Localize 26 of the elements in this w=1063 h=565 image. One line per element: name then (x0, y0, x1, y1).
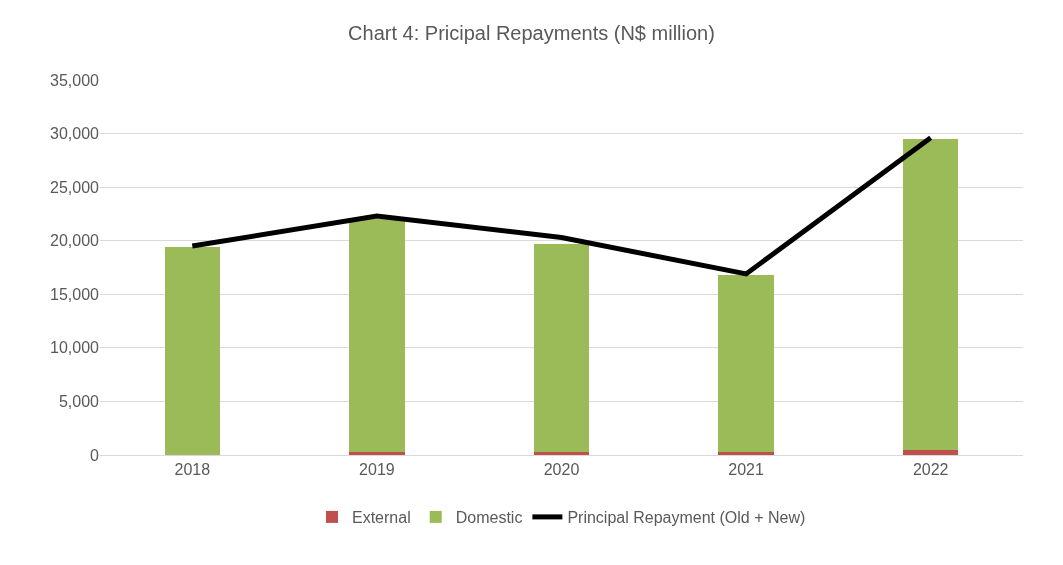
x-tick-label: 2020 (543, 461, 580, 479)
x-tick-label: 2021 (728, 461, 764, 479)
bar (349, 451, 405, 455)
bar (533, 243, 590, 452)
y-tick-label: 15,000 (50, 285, 100, 303)
bar (533, 451, 590, 455)
y-tick-label: 30,000 (50, 125, 100, 143)
x-tick-label: 2018 (174, 461, 211, 479)
y-tick-label: 35,000 (50, 71, 100, 89)
legend-label: Principal Repayment (Old + New) (567, 509, 806, 527)
y-tick-label: 20,000 (50, 232, 100, 250)
x-tick-label: 2019 (359, 461, 395, 479)
legend-label: External (352, 509, 411, 527)
bar (164, 247, 220, 455)
legend-label: Domestic (455, 509, 523, 527)
y-tick-label: 10,000 (50, 339, 100, 357)
bar (718, 275, 774, 452)
bar (903, 138, 959, 450)
bar (718, 451, 774, 455)
x-tick-label: 2022 (912, 461, 949, 479)
bar (903, 449, 959, 455)
bar (349, 219, 405, 452)
chart-title: Chart 4: Pricipal Repayments (N$ million) (348, 22, 715, 44)
y-tick-label: 25,000 (50, 178, 100, 196)
y-tick-label: 5,000 (58, 393, 100, 411)
y-tick-label: 0 (90, 446, 100, 464)
